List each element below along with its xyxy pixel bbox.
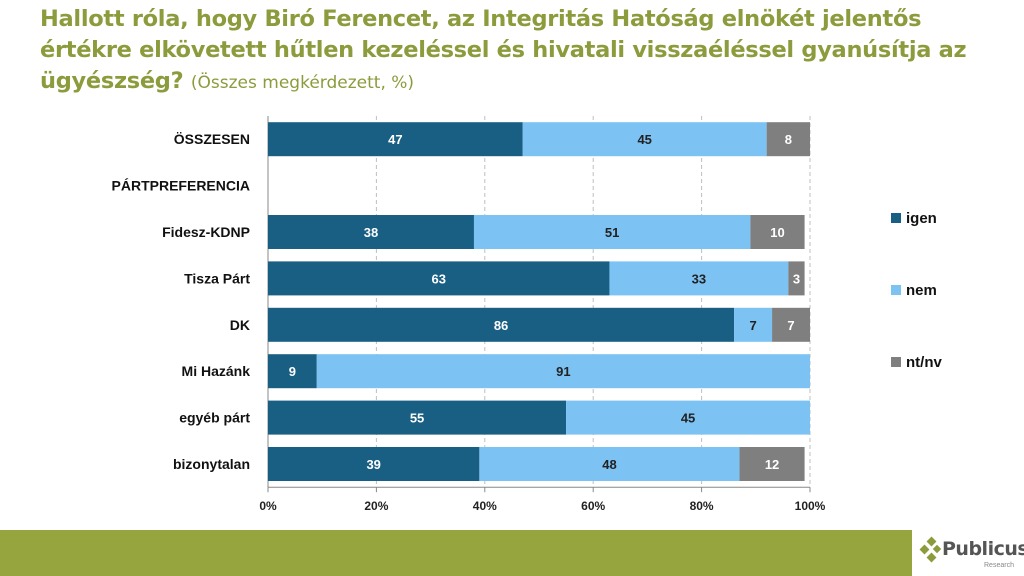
- x-tick-label: 60%: [581, 499, 605, 513]
- x-tick-label: 80%: [690, 499, 714, 513]
- category-label: Tisza Párt: [184, 270, 250, 286]
- data-label: 63: [431, 271, 445, 286]
- bar-nem: [566, 400, 810, 435]
- category-label: Mi Hazánk: [182, 363, 251, 379]
- bar-nem: [609, 261, 789, 296]
- data-label: 45: [681, 411, 695, 426]
- chart-title: Hallott róla, hogy Biró Ferencet, az Int…: [40, 4, 1020, 99]
- category-label: PÁRTPREFERENCIA: [112, 178, 250, 194]
- bar-ntnv: [766, 122, 810, 157]
- category-label: Fidesz-KDNP: [162, 224, 250, 240]
- bar-igen: [268, 122, 523, 157]
- data-label: 33: [692, 271, 706, 286]
- category-label: ÖSSZESEN: [174, 131, 250, 147]
- bar-nem: [522, 122, 767, 157]
- legend-swatch: [891, 213, 901, 223]
- bar-ntnv: [750, 215, 805, 249]
- x-tick-label: 0%: [259, 499, 277, 513]
- legend-label: nt/nv: [906, 354, 942, 371]
- data-label: 38: [364, 225, 378, 240]
- data-label: 47: [388, 132, 402, 147]
- bar-igen: [268, 400, 567, 435]
- legend-swatch: [891, 285, 901, 295]
- category-label: bizonytalan: [173, 456, 250, 472]
- bar-nem: [316, 354, 810, 389]
- publicus-logo: Publicus Research: [918, 536, 1024, 572]
- data-label: 48: [602, 457, 616, 472]
- legend-swatch: [891, 357, 901, 367]
- data-label: 39: [366, 457, 380, 472]
- x-tick-label: 40%: [473, 499, 497, 513]
- bar-igen: [268, 447, 480, 481]
- bar-nem: [473, 215, 751, 249]
- bar-ntnv: [772, 307, 810, 342]
- data-label: 12: [765, 457, 779, 472]
- data-label: 9: [289, 364, 296, 379]
- legend-label: nem: [906, 282, 937, 299]
- bar-igen: [268, 354, 317, 389]
- x-tick-label: 100%: [795, 499, 826, 513]
- data-label: 3: [793, 271, 800, 286]
- logo-name: Publicus: [942, 538, 1024, 560]
- bar-igen: [268, 261, 610, 296]
- bar-igen: [268, 215, 474, 249]
- legend-label: igen: [906, 210, 937, 227]
- stacked-bar-chart: 0% 20% 40% 60% 80% 100% ÖSSZESEN 47 45 8 PÁRTPREFE…: [112, 116, 942, 513]
- data-label: 7: [787, 318, 794, 333]
- bar-ntnv: [739, 447, 805, 481]
- bar-nem: [734, 307, 773, 342]
- data-label: 86: [494, 318, 508, 333]
- data-label: 91: [556, 364, 570, 379]
- x-tick-label: 20%: [364, 499, 388, 513]
- category-label: DK: [230, 317, 250, 333]
- logo-sub: Research: [984, 562, 1014, 569]
- data-label: 45: [637, 132, 651, 147]
- bar-nem: [479, 447, 740, 481]
- category-label: egyéb párt: [179, 410, 250, 426]
- data-label: 10: [770, 225, 784, 240]
- data-label: 8: [785, 132, 792, 147]
- bar-igen: [268, 307, 735, 342]
- data-label: 7: [749, 318, 756, 333]
- title-main: Hallott róla, hogy Biró Ferencet, az Int…: [40, 6, 967, 94]
- title-subtitle: (Összes megkérdezett, %): [190, 73, 415, 93]
- data-label: 51: [605, 225, 619, 240]
- logo-diamonds-icon: [919, 536, 942, 563]
- data-label: 55: [410, 411, 424, 426]
- bar-ntnv: [788, 261, 805, 296]
- footer-band: [0, 530, 912, 576]
